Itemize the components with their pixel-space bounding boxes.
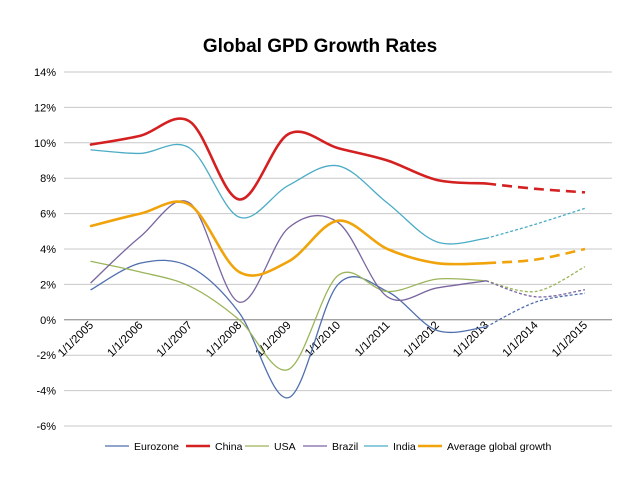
x-tick-label: 1/1/2013	[451, 319, 491, 359]
series-forecast-india	[486, 207, 586, 240]
x-tick-label: 1/1/2015	[550, 319, 590, 359]
series-line-average-global-growth	[89, 200, 488, 277]
legend-label-usa: USA	[274, 441, 296, 453]
chart-title: Global GPD Growth Rates	[203, 36, 437, 57]
x-tick-label: 1/1/2014	[501, 319, 542, 360]
legend: Eurozone China USA Brazil India Average globa…	[105, 441, 551, 453]
y-tick-label: 14%	[34, 67, 56, 79]
series-forecast-eurozone	[485, 292, 586, 328]
series-forecast-brazil	[486, 280, 586, 298]
series-line-usa	[90, 260, 487, 371]
gridlines	[64, 71, 612, 427]
series-line-eurozone	[90, 259, 487, 399]
y-axis-ticks: 14% 12% 10% 8% 6% 4% 2% 0% -2% -4% -6%	[34, 67, 56, 433]
x-tick-label: 1/1/2006	[105, 319, 145, 359]
y-tick-label: 10%	[34, 138, 56, 150]
y-tick-label: -6%	[36, 421, 56, 433]
series-line-china	[89, 117, 488, 201]
x-axis-ticks: 1/1/2005 1/1/2006 1/1/2007 1/1/2008 1/1/2009…	[56, 319, 590, 360]
series-line-india	[90, 143, 487, 245]
series-line-brazil	[90, 200, 487, 303]
y-tick-label: 8%	[40, 173, 56, 185]
series-forecast-usa	[486, 266, 586, 293]
y-tick-label: 12%	[34, 102, 56, 114]
x-tick-label: 1/1/2011	[353, 319, 393, 359]
legend-label-china: China	[215, 441, 243, 453]
x-tick-label: 1/1/2012	[402, 319, 442, 359]
series-lines	[89, 117, 586, 399]
x-tick-label: 1/1/2008	[204, 319, 244, 359]
y-tick-label: 6%	[40, 209, 56, 221]
legend-label-india: India	[393, 441, 416, 453]
legend-label-brazil: Brazil	[332, 441, 358, 453]
x-tick-label: 1/1/2007	[155, 319, 195, 359]
y-tick-label: -2%	[36, 350, 56, 362]
legend-label-eurozone: Eurozone	[134, 441, 179, 453]
series-forecast-average-global-growth	[486, 247, 586, 265]
y-tick-label: 4%	[40, 244, 56, 256]
legend-label-average-global-growth: Average global growth	[447, 441, 551, 453]
y-tick-label: -4%	[36, 386, 56, 398]
y-tick-label: 0%	[40, 315, 56, 327]
series-forecast-china	[486, 182, 586, 194]
x-tick-label: 1/1/2010	[303, 319, 343, 359]
x-tick-label: 1/1/2005	[56, 319, 96, 359]
y-tick-label: 2%	[40, 279, 56, 291]
